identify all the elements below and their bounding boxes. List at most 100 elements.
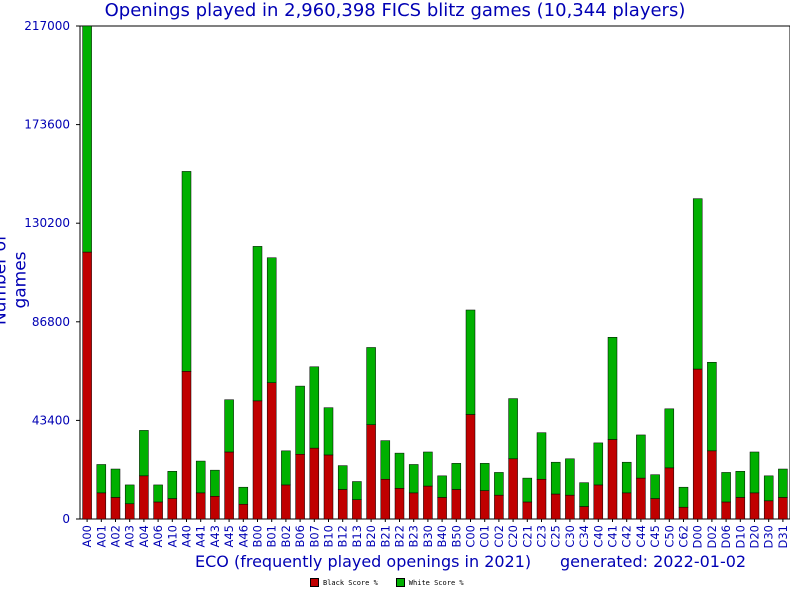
bar-white-b06 — [295, 385, 305, 455]
x-tick-label: A43 — [208, 525, 222, 548]
bar-white-a03 — [124, 484, 135, 505]
bar-black-c34 — [579, 506, 589, 520]
x-axis-label: ECO (frequently played openings in 2021) — [195, 552, 532, 571]
bar-white-b00 — [252, 246, 263, 402]
bar-black-c41 — [607, 439, 618, 520]
bar-black-b50 — [451, 489, 462, 520]
bar-black-a00 — [82, 251, 92, 520]
bar-white-b23 — [408, 464, 419, 494]
bar-white-c50 — [664, 408, 675, 469]
bar-white-b07 — [309, 366, 320, 449]
bar-black-b23 — [408, 492, 419, 520]
x-tick-label: A46 — [236, 525, 250, 548]
bar-black-a02 — [110, 497, 121, 520]
bar-black-a04 — [139, 475, 149, 520]
bar-black-c30 — [565, 494, 575, 520]
x-tick-label: B06 — [293, 525, 307, 548]
bar-black-d31 — [778, 497, 788, 520]
bar-white-c30 — [565, 458, 575, 496]
bar-black-b20 — [366, 424, 376, 520]
x-tick-label: B12 — [336, 525, 350, 548]
x-tick-label: B13 — [350, 525, 364, 548]
bar-black-c62 — [678, 506, 689, 520]
generated-date: generated: 2022-01-02 — [560, 552, 747, 571]
x-tick-label: D00 — [691, 525, 705, 549]
bar-black-a40 — [181, 371, 192, 520]
bar-white-a00 — [82, 25, 92, 253]
bar-black-a03 — [124, 503, 135, 520]
x-tick-label: C45 — [648, 525, 662, 548]
x-tick-label: B01 — [265, 525, 279, 548]
bar-white-a10 — [167, 471, 178, 499]
bar-black-c40 — [593, 484, 604, 520]
bar-white-d00 — [692, 198, 703, 370]
x-tick-label: B02 — [279, 525, 293, 548]
bar-black-c25 — [550, 493, 561, 520]
bar-white-a46 — [238, 486, 249, 505]
x-tick-label: C23 — [535, 525, 549, 548]
bar-black-a41 — [195, 492, 206, 520]
y-tick-label: 173600 — [24, 118, 70, 132]
bar-black-d02 — [707, 450, 717, 520]
bar-white-c00 — [465, 309, 476, 415]
x-axis-tick-labels: A00 A01 A02 A03 A04 A06 A10 A40 A41 A43 A45 A46 B00 B… — [80, 519, 790, 549]
bar-white-b02 — [281, 450, 291, 486]
x-tick-label: A00 — [80, 525, 94, 548]
x-tick-label: A10 — [165, 525, 179, 548]
bar-white-c40 — [593, 442, 604, 486]
x-tick-label: C50 — [662, 525, 676, 548]
x-tick-label: C20 — [506, 525, 520, 548]
x-tick-label: B22 — [393, 525, 407, 548]
x-tick-label: C00 — [464, 525, 478, 548]
bar-white-c44 — [636, 434, 646, 479]
bar-white-c41 — [607, 336, 618, 440]
bar-white-a02 — [110, 468, 121, 498]
bar-black-b30 — [423, 485, 433, 520]
bar-white-c45 — [650, 474, 660, 499]
x-tick-label: C40 — [591, 525, 605, 548]
bar-white-d31 — [778, 468, 788, 498]
x-tick-label: B30 — [421, 525, 435, 548]
x-tick-label: C41 — [606, 525, 620, 548]
x-tick-label: C34 — [577, 525, 591, 548]
x-tick-label: B50 — [449, 525, 463, 548]
chart-title: Openings played in 2,960,398 FICS blitz … — [104, 0, 686, 21]
legend-label-black: Black Score % — [323, 578, 378, 587]
bar-black-b22 — [394, 488, 405, 520]
x-tick-label: D06 — [719, 525, 733, 549]
bar-black-c45 — [650, 498, 660, 520]
y-axis-ticks: 0 43400 86800 130200 173600 217000 — [24, 19, 80, 526]
y-tick-label: 0 — [62, 512, 70, 526]
y-axis-label: Number of games — [0, 234, 31, 326]
bar-white-c02 — [494, 472, 504, 496]
bar-black-b02 — [281, 484, 291, 520]
bar-white-a40 — [181, 171, 192, 372]
bar-black-c50 — [664, 467, 675, 520]
legend-swatch-white — [395, 578, 405, 587]
x-tick-label: A01 — [94, 525, 108, 548]
bar-white-a45 — [224, 399, 234, 453]
x-tick-label: C01 — [478, 525, 492, 548]
bar-black-d06 — [721, 501, 731, 520]
bar-white-a43 — [210, 469, 220, 497]
bar-white-d02 — [707, 361, 717, 452]
bar-black-d30 — [763, 500, 774, 520]
bar-white-a06 — [153, 484, 163, 503]
x-tick-label: B40 — [435, 525, 449, 548]
bar-black-c23 — [536, 478, 547, 520]
x-tick-label: C62 — [677, 525, 691, 548]
x-tick-label: D10 — [733, 525, 747, 549]
x-tick-label: A02 — [109, 525, 123, 548]
bar-white-b50 — [451, 463, 462, 490]
bar-white-b10 — [323, 407, 334, 456]
bar-black-d00 — [692, 368, 703, 520]
bar-black-c20 — [508, 458, 518, 520]
x-tick-label: B10 — [322, 525, 336, 548]
x-tick-label: C42 — [620, 525, 634, 548]
x-tick-label: C21 — [520, 525, 534, 548]
x-tick-label: B23 — [407, 525, 421, 548]
bar-black-a01 — [96, 492, 107, 520]
y-tick-label: 43400 — [32, 413, 70, 427]
x-tick-label: A04 — [137, 525, 151, 548]
bar-white-c42 — [621, 461, 632, 494]
